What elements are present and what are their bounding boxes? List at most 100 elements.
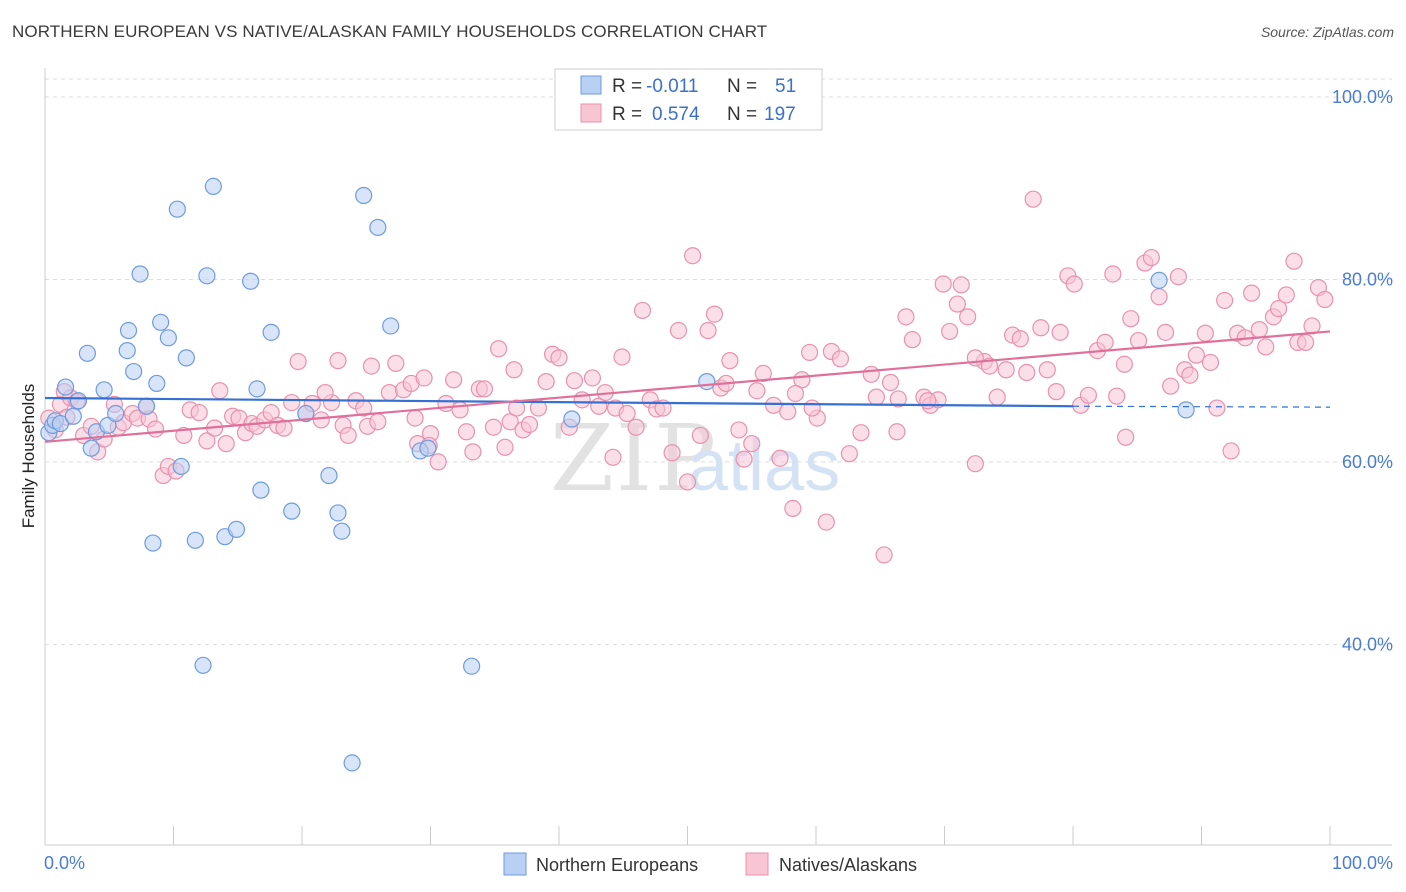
natives-alaskans-point: [867, 388, 885, 406]
natives-alaskans-point: [451, 401, 469, 419]
natives-alaskans-point: [1201, 353, 1220, 372]
northern-europeans-point: [283, 502, 301, 520]
natives-alaskans-point: [1096, 333, 1114, 351]
x-tick-label-min: 0.0%: [44, 853, 85, 873]
natives-alaskans-point: [1208, 399, 1226, 417]
natives-alaskans-point: [875, 546, 893, 564]
natives-alaskans-point: [881, 373, 900, 392]
natives-alaskans-point: [1011, 330, 1029, 348]
natives-alaskans-point: [1296, 333, 1315, 351]
northern-europeans-point: [262, 323, 280, 341]
stats-swatch-pink: [580, 103, 602, 123]
northern-europeans-point: [137, 397, 156, 415]
natives-alaskans-point: [764, 396, 783, 414]
natives-alaskans-point: [1250, 321, 1268, 339]
natives-alaskans-point: [684, 247, 702, 265]
natives-alaskans-point: [1156, 323, 1175, 341]
stats-n-label-pink: N =: [727, 104, 757, 125]
stats-swatch-blue: [580, 75, 602, 95]
natives-alaskans-point: [934, 275, 952, 293]
natives-alaskans-point: [1051, 323, 1069, 341]
natives-alaskans-point: [1129, 331, 1148, 350]
natives-alaskans-point: [1169, 268, 1187, 286]
watermark-atlas: atlas: [688, 426, 840, 506]
natives-alaskans-point: [1047, 383, 1065, 401]
natives-alaskans-point: [312, 411, 330, 429]
x-tick-label-max: 100.0%: [1332, 853, 1393, 873]
natives-alaskans-point: [565, 372, 584, 390]
northern-europeans-point: [194, 656, 212, 674]
natives-alaskans-point: [211, 382, 229, 400]
natives-alaskans-point: [1187, 346, 1205, 364]
natives-alaskans-point: [1316, 290, 1334, 309]
natives-alaskans-point: [840, 445, 859, 463]
chart-title: NORTHERN EUROPEAN VS NATIVE/ALASKAN FAMI…: [12, 22, 768, 41]
northern-europeans-point: [125, 362, 143, 381]
northern-europeans-point: [99, 416, 117, 434]
watermark: ZIP atlas: [550, 405, 840, 512]
natives-alaskans-point: [952, 276, 970, 294]
northern-europeans-point: [159, 329, 177, 347]
northern-europeans-point: [69, 392, 88, 410]
northern-europeans-point: [148, 374, 166, 393]
natives-alaskans-point: [1243, 284, 1261, 302]
northern-europeans-point: [698, 373, 716, 391]
natives-alaskans-point: [678, 473, 697, 491]
stats-r-label-pink: R =: [612, 104, 642, 125]
natives-alaskans-point: [1115, 355, 1134, 373]
northern-europeans-point: [51, 414, 70, 433]
natives-alaskans-point: [721, 352, 739, 370]
natives-alaskans-point: [997, 361, 1015, 379]
northern-europeans-point: [382, 317, 400, 335]
x-tick-labels: 0.0% 100.0%: [44, 853, 1393, 873]
northern-europeans-point: [297, 404, 315, 423]
bottom-legend: Northern Europeans Natives/Alaskans: [503, 852, 917, 876]
northern-europeans-point: [64, 407, 82, 425]
northern-europeans-point: [369, 218, 387, 237]
northern-europeans-point: [107, 404, 125, 423]
natives-alaskans-point: [941, 322, 959, 341]
natives-alaskans-point: [429, 453, 447, 471]
natives-alaskans-point: [735, 450, 753, 468]
northern-europeans-point: [186, 531, 204, 549]
natives-alaskans-point: [663, 444, 681, 462]
natives-alaskans-point: [613, 348, 631, 366]
natives-alaskans-point: [784, 499, 802, 517]
stats-legend-box: R = -0.011 N = 51 R = 0.574 N = 197: [554, 68, 823, 131]
natives-alaskans-point: [380, 383, 398, 402]
northern-europeans-point: [227, 520, 246, 538]
northern-europeans-point: [131, 265, 149, 283]
natives-alaskans-point: [146, 420, 165, 438]
natives-alaskans-point: [1162, 377, 1180, 395]
natives-alaskans-point: [1222, 442, 1240, 460]
natives-alaskans-point: [1079, 386, 1098, 404]
stats-n-label-blue: N =: [727, 76, 757, 97]
natives-alaskans-point: [1269, 300, 1288, 318]
natives-alaskans-point: [948, 295, 966, 313]
natives-alaskans-point: [1257, 338, 1275, 356]
natives-alaskans-point: [862, 365, 880, 383]
natives-alaskans-point: [604, 448, 622, 466]
natives-alaskans-point: [406, 409, 424, 427]
y-tick-label-40: 40.0%: [1342, 634, 1393, 654]
northern-europeans-point: [119, 321, 138, 340]
northern-europeans-point: [198, 267, 216, 285]
stats-r-value-pink: 0.574: [652, 104, 700, 125]
legend-label-northern-europeans: Northern Europeans: [536, 855, 698, 875]
natives-alaskans-point: [897, 308, 915, 326]
natives-alaskans-point: [217, 435, 235, 453]
grid: [45, 78, 1392, 645]
natives-alaskans-trend-line: [44, 330, 1331, 443]
natives-alaskans-point: [475, 380, 494, 398]
natives-alaskans-point: [852, 424, 870, 442]
natives-alaskans-point: [1216, 291, 1234, 310]
natives-alaskans-point: [779, 403, 797, 421]
natives-alaskans-point: [1024, 190, 1042, 208]
northern-europeans-point: [56, 378, 75, 396]
natives-alaskans-point: [490, 340, 508, 358]
northern-europeans-point: [242, 272, 260, 290]
natives-alaskans-point: [198, 432, 216, 450]
natives-alaskans-point: [705, 305, 724, 323]
natives-alaskans-point: [457, 423, 476, 441]
natives-alaskans-point: [618, 404, 636, 423]
